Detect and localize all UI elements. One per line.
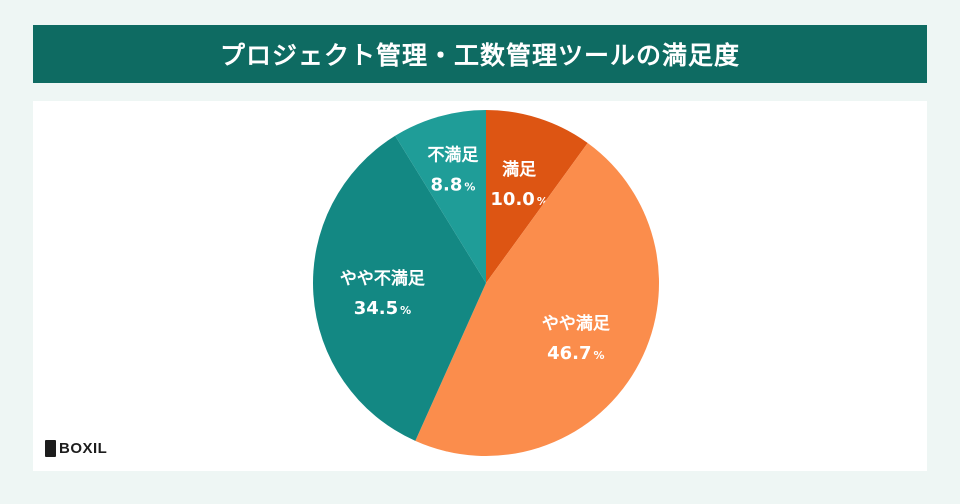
slice-label-1: やや満足 [542, 313, 610, 334]
pie-slice-0 [486, 110, 588, 283]
pie-slice-2 [313, 135, 486, 441]
logo-mark-icon [45, 440, 56, 457]
slice-value-2: 34.5% [354, 298, 411, 319]
boxil-logo: BOXIL [45, 440, 107, 457]
pie-slice-3 [395, 110, 486, 283]
title-bar: プロジェクト管理・工数管理ツールの満足度 [33, 25, 927, 83]
pie-chart: 満足 10.0 % やや満足 46.7 % やや不満足 34.5 % 不満足 8.8% [313, 110, 659, 456]
slice-value-0: 10.0% [490, 189, 547, 210]
slice-label-3: 不満足 [427, 144, 478, 165]
pie-slice-1 [415, 143, 659, 456]
slice-label-2: やや不満足 [340, 268, 425, 289]
chart-title: プロジェクト管理・工数管理ツールの満足度 [219, 41, 740, 70]
slice-label-0: 満足 [502, 159, 536, 180]
logo-text: BOXIL [59, 440, 108, 457]
chart-panel: 満足 10.0% やや満足 46.7% やや不満足 34.5% 不満足 8.8% [33, 101, 927, 471]
slice-value-3: 8.8% [430, 174, 475, 195]
slice-value-1: 46.7% [547, 343, 604, 364]
